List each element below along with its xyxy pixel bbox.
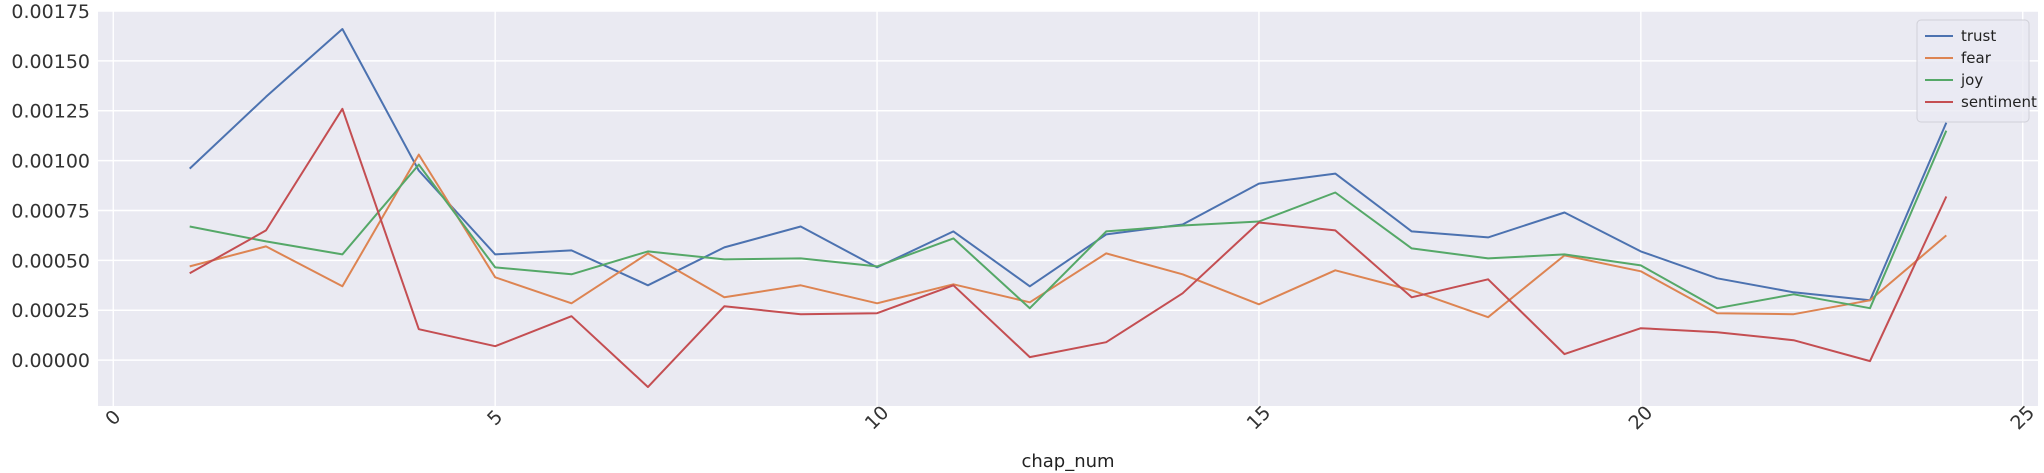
plot-background <box>98 11 2038 406</box>
y-tick-label: 0.00100 <box>11 151 90 173</box>
legend-label: trust <box>1961 27 1996 45</box>
x-tick-labels: 0 5 10 15 20 25 <box>101 402 2039 435</box>
x-tick-label: 0 <box>101 406 125 430</box>
x-tick-label: 10 <box>861 402 894 435</box>
series-lines <box>189 28 1948 388</box>
series-line-joy <box>189 130 1948 310</box>
legend-label: sentiment <box>1961 93 2037 111</box>
legend: trust fear joy sentiment <box>1916 19 2037 123</box>
y-tick-label: 0.00025 <box>11 300 90 322</box>
legend-label: joy <box>1960 71 1983 89</box>
y-tick-labels: 0.00000 0.00025 0.00050 0.00075 0.00100 0.001… <box>11 1 90 372</box>
y-tick-label: 0.00175 <box>11 1 90 23</box>
x-tick-label: 25 <box>2006 402 2039 435</box>
y-tick-label: 0.00075 <box>11 200 90 222</box>
x-tick-label: 20 <box>1625 402 1658 435</box>
x-tick-label: 5 <box>483 406 507 430</box>
x-axis-label: chap_num <box>1021 451 1114 472</box>
series-line-fear <box>189 153 1947 319</box>
x-tick-label: 15 <box>1243 402 1276 435</box>
y-tick-label: 0.00000 <box>11 350 90 372</box>
y-tick-label: 0.00150 <box>11 51 90 73</box>
y-tick-label: 0.00125 <box>11 101 90 123</box>
series-line-trust <box>189 28 1948 302</box>
series-line-sentiment <box>189 107 1948 388</box>
y-tick-label: 0.00050 <box>11 250 90 272</box>
legend-label: fear <box>1961 49 1992 67</box>
legend-box <box>1916 19 2030 123</box>
